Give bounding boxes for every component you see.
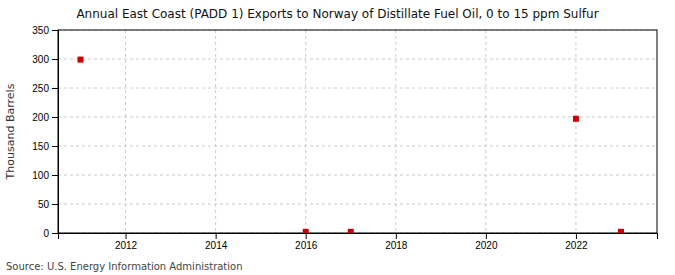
tick-label: 0 bbox=[43, 228, 49, 239]
tick: 350 bbox=[32, 25, 58, 36]
tick: 300 bbox=[32, 54, 58, 65]
point bbox=[303, 229, 309, 233]
tick-mark bbox=[52, 146, 58, 147]
tick-label: 350 bbox=[32, 25, 49, 36]
tick: 250 bbox=[32, 83, 58, 94]
grid-line-y bbox=[58, 117, 657, 118]
point bbox=[78, 57, 84, 63]
tick-mark bbox=[52, 30, 58, 31]
tick-label: 250 bbox=[32, 83, 49, 94]
grid-line-x bbox=[215, 30, 216, 233]
x-axis: 2012 2014 2016 2018 2020 2022 bbox=[59, 233, 658, 251]
plot: 2012 2014 2016 2018 2020 2022 0 50 100 150 200 250 3… bbox=[32, 25, 657, 251]
tick-label: 2012 bbox=[115, 240, 138, 251]
tick-mark bbox=[52, 175, 58, 176]
tick: 200 bbox=[32, 112, 58, 123]
axis-line bbox=[52, 31, 59, 234]
tick: 2020 bbox=[475, 233, 498, 251]
y-axis: 0 50 100 150 200 250 300 350 bbox=[32, 25, 58, 239]
tick: 2014 bbox=[205, 233, 228, 251]
grid-line-y bbox=[58, 88, 657, 89]
grid-line-x bbox=[125, 30, 126, 233]
y-axis-label: Thousand Barrels bbox=[4, 83, 17, 180]
tick-label: 150 bbox=[32, 141, 49, 152]
tick-label: 300 bbox=[32, 54, 49, 65]
source: Source: U.S. Energy Information Administ… bbox=[6, 261, 243, 272]
grid-line-x bbox=[305, 30, 306, 233]
grid bbox=[58, 30, 657, 233]
grid-line-x bbox=[575, 30, 576, 233]
points bbox=[78, 57, 624, 233]
title: Annual East Coast (PADD 1) Exports to No… bbox=[76, 7, 598, 21]
tick-label: 2014 bbox=[205, 240, 228, 251]
tick-label: 100 bbox=[32, 170, 49, 181]
tick: 2022 bbox=[565, 233, 588, 251]
tick-label: 2016 bbox=[295, 240, 318, 251]
tick: 2012 bbox=[115, 233, 138, 251]
grid-line-y bbox=[58, 59, 657, 60]
tick: 2016 bbox=[295, 233, 318, 251]
tick-mark bbox=[216, 233, 217, 239]
tick-mark bbox=[52, 204, 58, 205]
tick-label: 2022 bbox=[565, 240, 588, 251]
grid-line-x bbox=[485, 30, 486, 233]
grid-line-y bbox=[58, 175, 657, 176]
tick: 2018 bbox=[385, 233, 408, 251]
tick-mark bbox=[396, 233, 397, 239]
tick-label: 50 bbox=[38, 199, 50, 210]
tick-mark bbox=[126, 233, 127, 239]
tick-label: 200 bbox=[32, 112, 49, 123]
point bbox=[348, 229, 354, 233]
point bbox=[573, 116, 579, 122]
tick-mark bbox=[306, 233, 307, 239]
tick: 150 bbox=[32, 141, 58, 152]
tick-mark bbox=[576, 233, 577, 239]
tick-mark bbox=[52, 233, 58, 234]
grid-line-y bbox=[58, 146, 657, 147]
tick: 50 bbox=[38, 199, 58, 210]
plot-frame bbox=[58, 30, 657, 233]
tick-label: 2018 bbox=[385, 240, 408, 251]
tick-mark bbox=[52, 59, 58, 60]
tick: 0 bbox=[43, 228, 58, 239]
axis-line bbox=[59, 234, 658, 240]
grid-line-x bbox=[395, 30, 396, 233]
tick-label: 2020 bbox=[475, 240, 498, 251]
chart: 2012 2014 2016 2018 2020 2022 0 50 100 150 200 250 3… bbox=[0, 0, 675, 275]
tick-mark bbox=[486, 233, 487, 239]
tick: 100 bbox=[32, 170, 58, 181]
tick-mark bbox=[52, 88, 58, 89]
grid-line-y bbox=[58, 204, 657, 205]
tick-mark bbox=[52, 117, 58, 118]
point bbox=[618, 229, 624, 233]
